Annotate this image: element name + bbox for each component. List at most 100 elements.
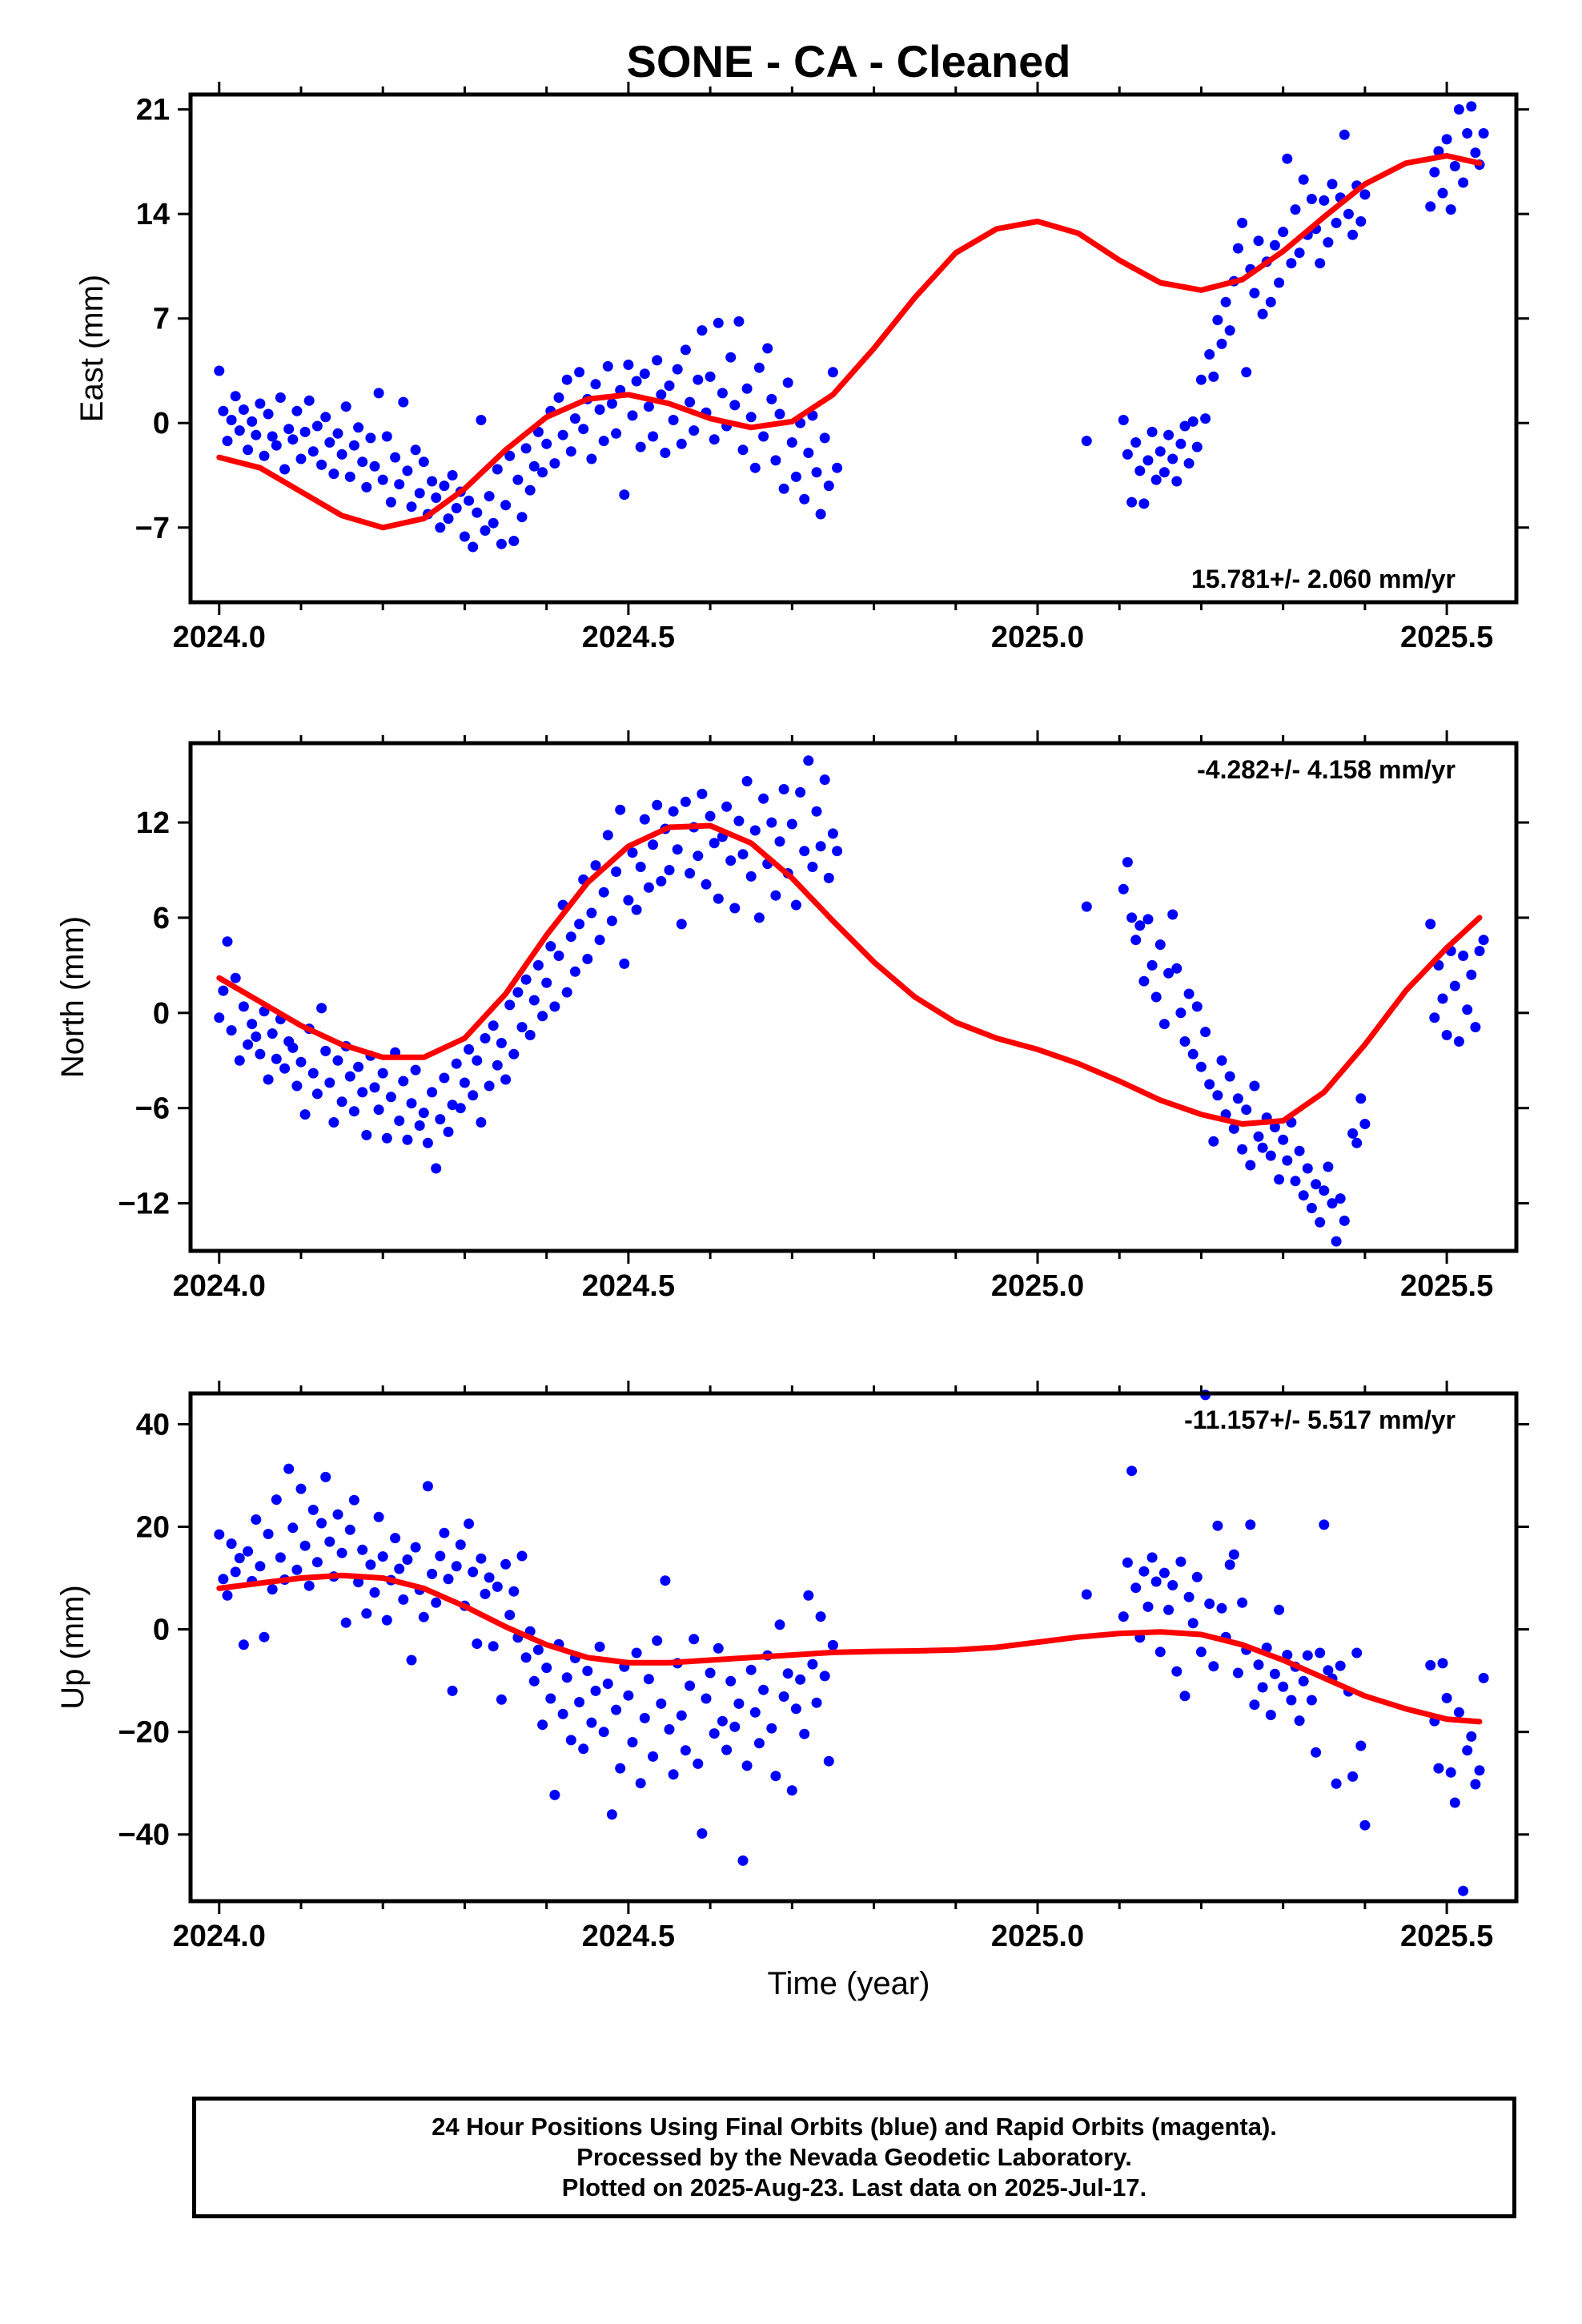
east-point-141: [786, 437, 797, 448]
up-point-111: [668, 1769, 679, 1780]
up-point-200: [1315, 1647, 1326, 1659]
north-point-81: [545, 941, 556, 952]
east-point-178: [1216, 338, 1227, 349]
north-point-144: [803, 755, 814, 766]
north-point-14: [271, 1053, 282, 1064]
north-point-102: [631, 904, 642, 915]
up-point-63: [472, 1638, 483, 1649]
up-point-32: [344, 1524, 355, 1535]
up-point-34: [353, 1577, 364, 1588]
north-point-132: [753, 912, 765, 923]
east-point-119: [697, 325, 708, 336]
east-point-84: [553, 392, 564, 403]
east-point-65: [480, 525, 491, 536]
east-point-122: [709, 434, 720, 445]
north-point-101: [627, 847, 638, 858]
up-point-84: [557, 1708, 568, 1719]
east-point-12: [263, 408, 274, 420]
north-point-48: [410, 1064, 421, 1076]
north-point-29: [332, 1055, 343, 1066]
east-point-118: [693, 374, 704, 385]
north-point-146: [811, 806, 822, 817]
up-point-20: [295, 1483, 307, 1494]
up-point-104: [639, 1712, 650, 1723]
east-x-tick-label-1: 2024.5: [582, 621, 675, 654]
east-point-152: [832, 462, 843, 473]
up-point-131: [749, 1707, 761, 1718]
up-point-98: [615, 1763, 626, 1774]
up-point-148: [819, 1671, 830, 1682]
east-point-11: [259, 450, 270, 461]
east-point-25: [316, 459, 327, 470]
north-point-196: [1294, 1145, 1305, 1156]
up-point-13: [267, 1584, 278, 1595]
north-point-220: [1458, 951, 1469, 961]
north-point-225: [1478, 935, 1489, 946]
east-point-71: [504, 450, 516, 461]
up-point-133: [758, 1684, 769, 1695]
up-point-102: [631, 1647, 642, 1659]
east-rate-label: 15.781+/- 2.060 mm/yr: [1191, 565, 1456, 593]
up-point-123: [717, 1715, 728, 1727]
up-point-164: [1167, 1580, 1178, 1590]
east-point-206: [1331, 217, 1342, 228]
east-x-tick-label-2: 2025.0: [991, 621, 1084, 654]
east-point-45: [398, 396, 409, 408]
east-point-224: [1466, 101, 1477, 112]
north-point-171: [1191, 1001, 1203, 1012]
east-point-157: [1130, 437, 1142, 448]
up-point-11: [259, 1631, 270, 1642]
east-point-39: [373, 388, 384, 399]
up-point-10: [255, 1561, 266, 1572]
east-point-158: [1134, 465, 1146, 476]
north-point-192: [1278, 1134, 1289, 1145]
up-y-axis-label: Up (mm): [55, 1585, 90, 1710]
north-point-165: [1167, 909, 1178, 920]
east-point-2: [222, 436, 233, 447]
up-point-21: [299, 1540, 311, 1551]
north-point-36: [361, 1129, 372, 1140]
east-point-1: [218, 405, 229, 416]
up-point-130: [745, 1664, 757, 1675]
east-point-75: [520, 443, 532, 454]
up-point-116: [689, 1634, 700, 1645]
up-point-137: [774, 1619, 785, 1630]
north-point-142: [795, 786, 806, 798]
north-point-120: [705, 810, 716, 822]
east-point-95: [598, 436, 609, 447]
north-point-199: [1306, 1203, 1317, 1213]
up-point-160: [1150, 1576, 1162, 1587]
up-point-44: [394, 1563, 405, 1574]
east-point-35: [357, 456, 368, 468]
east-point-135: [762, 343, 773, 354]
north-point-83: [553, 951, 564, 961]
north-point-130: [745, 870, 757, 882]
north-point-126: [729, 903, 741, 914]
east-point-74: [516, 512, 528, 523]
east-point-14: [271, 440, 282, 451]
east-point-137: [770, 455, 781, 466]
up-point-54: [435, 1550, 446, 1562]
north-point-0: [214, 1012, 225, 1023]
north-point-131: [749, 825, 761, 836]
east-point-55: [439, 480, 450, 492]
north-point-216: [1441, 1030, 1452, 1040]
east-point-117: [689, 425, 700, 436]
east-point-142: [790, 471, 801, 482]
east-point-209: [1343, 208, 1354, 219]
east-point-44: [394, 479, 405, 490]
east-point-93: [590, 379, 601, 390]
north-point-150: [827, 828, 838, 839]
gps-time-series-plot: SONE - CA - Cleaned 2024.0 2024.5 2025.0 20…: [55, 36, 1529, 2001]
east-point-149: [819, 432, 830, 444]
east-point-169: [1179, 420, 1191, 432]
up-point-82: [549, 1789, 560, 1800]
north-point-176: [1212, 1090, 1223, 1101]
east-point-105: [639, 368, 650, 380]
east-point-77: [528, 460, 540, 472]
north-point-54: [435, 1114, 446, 1125]
up-x-tick-label-1: 2024.5: [582, 1920, 675, 1953]
north-point-76: [524, 1030, 536, 1040]
north-point-88: [574, 919, 585, 930]
up-point-52: [427, 1568, 438, 1579]
